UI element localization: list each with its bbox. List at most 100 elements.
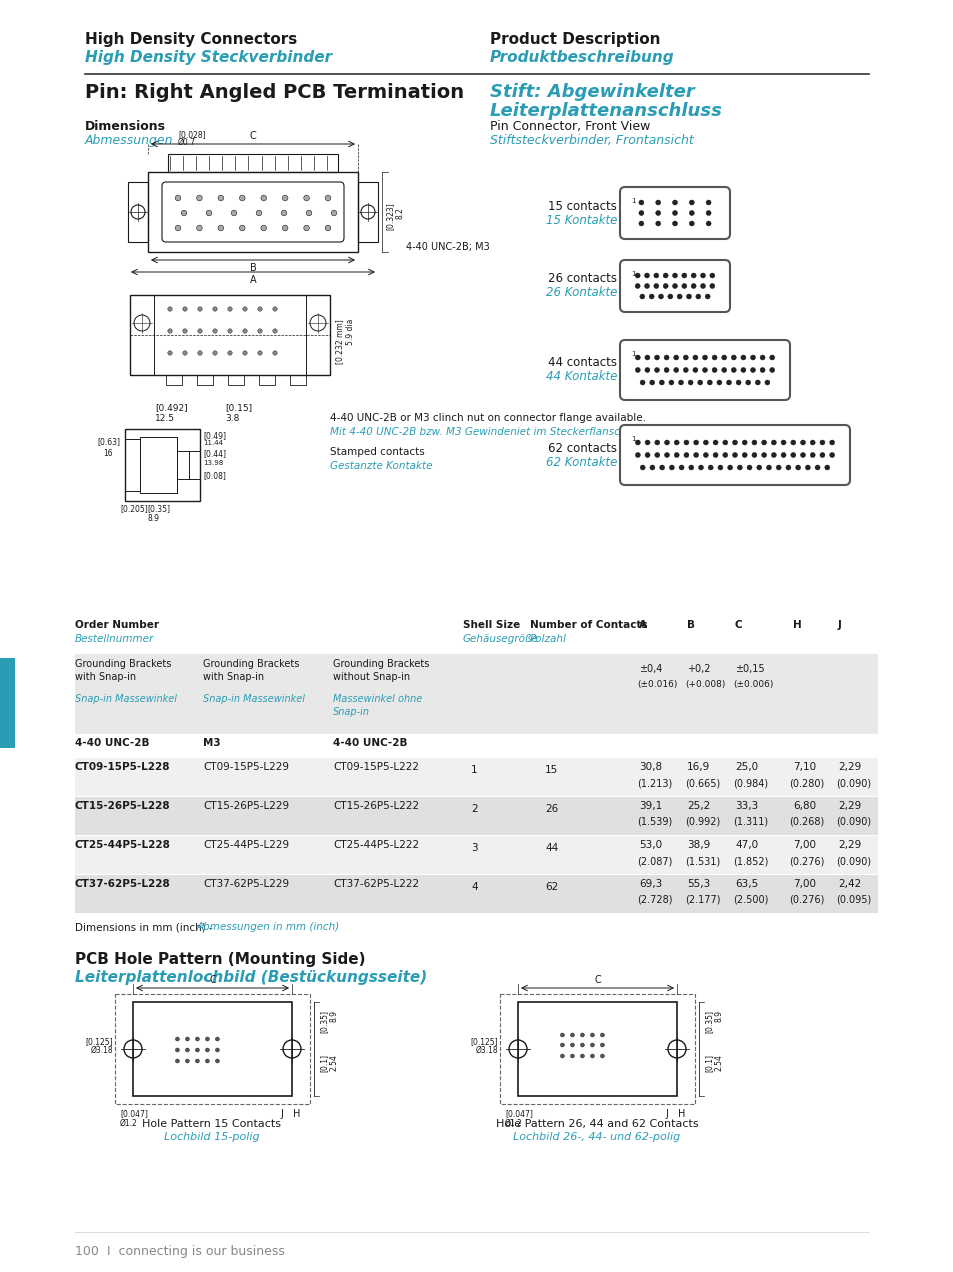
- Text: (1.852): (1.852): [732, 856, 767, 866]
- Text: [0.323]: [0.323]: [386, 202, 395, 230]
- Circle shape: [760, 440, 766, 445]
- Bar: [196, 375, 213, 385]
- Circle shape: [243, 307, 247, 312]
- Bar: [228, 375, 244, 385]
- Text: [0.028]: [0.028]: [178, 130, 206, 139]
- Text: (2.728): (2.728): [637, 895, 672, 904]
- Circle shape: [649, 466, 655, 469]
- Text: [0.047]: [0.047]: [504, 1109, 533, 1118]
- Circle shape: [709, 284, 714, 289]
- Text: Lochbild 15-polig: Lochbild 15-polig: [164, 1132, 259, 1142]
- Text: 4-40 UNC-2B: 4-40 UNC-2B: [75, 738, 150, 748]
- Text: 30,8: 30,8: [639, 762, 661, 772]
- Text: Dimensions in mm (inch) -: Dimensions in mm (inch) -: [75, 922, 215, 932]
- Circle shape: [674, 440, 679, 445]
- Circle shape: [760, 453, 766, 458]
- Circle shape: [239, 195, 245, 201]
- Circle shape: [711, 368, 717, 373]
- Circle shape: [197, 328, 202, 333]
- Text: Pin: Right Angled PCB Termination: Pin: Right Angled PCB Termination: [85, 83, 464, 102]
- Text: 6,80: 6,80: [792, 801, 815, 812]
- Circle shape: [740, 355, 745, 360]
- Text: (0.665): (0.665): [684, 778, 720, 787]
- Circle shape: [751, 440, 756, 445]
- Circle shape: [644, 355, 649, 360]
- Circle shape: [197, 351, 202, 355]
- Circle shape: [736, 380, 740, 385]
- Circle shape: [659, 380, 663, 385]
- Circle shape: [639, 200, 643, 205]
- Circle shape: [722, 453, 727, 458]
- Circle shape: [697, 380, 702, 385]
- Circle shape: [644, 273, 649, 279]
- Text: C: C: [594, 976, 600, 985]
- Bar: [517, 1002, 677, 1096]
- Circle shape: [678, 380, 682, 385]
- Text: 25,0: 25,0: [734, 762, 758, 772]
- FancyBboxPatch shape: [619, 340, 789, 399]
- Circle shape: [764, 380, 769, 385]
- Circle shape: [195, 1048, 199, 1052]
- Circle shape: [669, 466, 674, 469]
- Circle shape: [273, 328, 277, 333]
- Bar: [115, 993, 310, 1104]
- Circle shape: [639, 294, 644, 299]
- Circle shape: [231, 210, 236, 216]
- Circle shape: [781, 440, 785, 445]
- Circle shape: [709, 273, 714, 279]
- Circle shape: [674, 453, 679, 458]
- Circle shape: [829, 440, 834, 445]
- Circle shape: [785, 466, 790, 469]
- Circle shape: [635, 440, 639, 445]
- Text: 15: 15: [544, 764, 558, 775]
- Text: 62: 62: [544, 881, 558, 892]
- Bar: [168, 154, 337, 172]
- Circle shape: [689, 210, 694, 215]
- Circle shape: [599, 1033, 604, 1037]
- Circle shape: [737, 466, 741, 469]
- Text: 8.9: 8.9: [330, 1010, 338, 1021]
- Text: H: H: [678, 1109, 685, 1119]
- Circle shape: [659, 466, 664, 469]
- Text: CT37-62P5-L229: CT37-62P5-L229: [203, 879, 289, 889]
- Circle shape: [750, 368, 755, 373]
- Circle shape: [206, 210, 212, 216]
- Circle shape: [185, 1037, 190, 1040]
- Circle shape: [662, 284, 667, 289]
- Circle shape: [273, 351, 277, 355]
- Circle shape: [185, 1060, 190, 1063]
- Circle shape: [672, 284, 677, 289]
- Bar: [75, 798, 877, 834]
- Circle shape: [688, 466, 693, 469]
- Text: 3.8: 3.8: [225, 413, 239, 424]
- Text: CT09-15P5-L229: CT09-15P5-L229: [203, 762, 289, 772]
- Circle shape: [731, 368, 736, 373]
- Circle shape: [213, 351, 217, 355]
- Text: 15 Kontakte: 15 Kontakte: [545, 214, 617, 226]
- Text: 4-40 UNC-2B; M3: 4-40 UNC-2B; M3: [406, 242, 489, 252]
- Text: CT15-26P5-L228: CT15-26P5-L228: [75, 801, 171, 812]
- Text: CT25-44P5-L222: CT25-44P5-L222: [333, 840, 418, 850]
- Circle shape: [306, 210, 312, 216]
- Text: Snap-in Massewinkel: Snap-in Massewinkel: [75, 695, 177, 703]
- Circle shape: [716, 380, 721, 385]
- Text: [0.35]: [0.35]: [148, 504, 171, 513]
- Text: [0.35]: [0.35]: [319, 1010, 329, 1033]
- Text: Mit 4-40 UNC-2B bzw. M3 Gewindeniet im Steckerflansch lieferbar.: Mit 4-40 UNC-2B bzw. M3 Gewindeniet im S…: [330, 427, 675, 438]
- Text: 1: 1: [471, 764, 477, 775]
- Text: (±0.006): (±0.006): [732, 681, 773, 689]
- Text: J: J: [837, 619, 841, 630]
- Circle shape: [653, 273, 659, 279]
- Text: Abmessungen: Abmessungen: [85, 134, 173, 148]
- Circle shape: [760, 355, 764, 360]
- Text: 13.98: 13.98: [203, 460, 223, 466]
- Text: 3: 3: [471, 843, 477, 854]
- Circle shape: [809, 453, 815, 458]
- Circle shape: [590, 1054, 594, 1058]
- Circle shape: [718, 466, 722, 469]
- Text: [0.49]: [0.49]: [203, 431, 226, 440]
- Circle shape: [681, 284, 686, 289]
- Text: [0.44]: [0.44]: [203, 449, 226, 458]
- Text: 39,1: 39,1: [639, 801, 661, 812]
- Circle shape: [579, 1033, 584, 1037]
